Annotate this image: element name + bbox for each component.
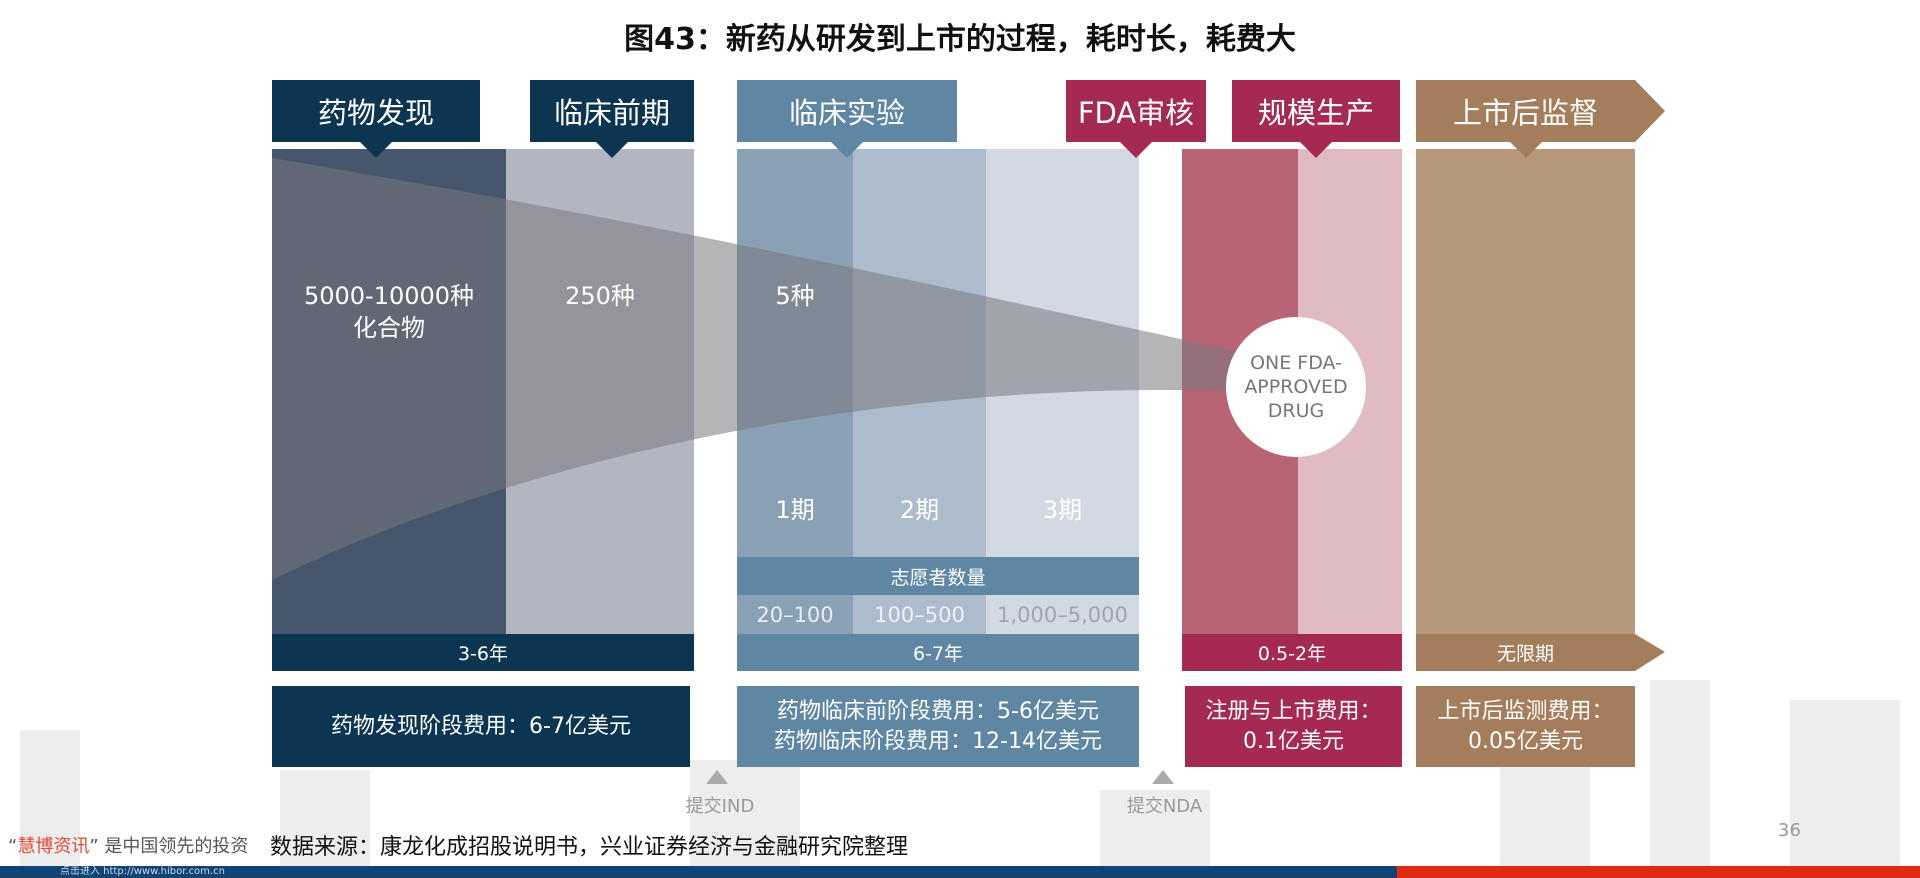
milestone-nda: 提交NDA bbox=[1126, 796, 1203, 817]
source-note: 数据来源：康龙化成招股说明书，兴业证券经济与金融研究院整理 bbox=[270, 835, 909, 860]
arrow-head bbox=[1635, 634, 1665, 671]
milestone-ind: 提交IND bbox=[685, 796, 755, 817]
preclinical-count: 250种 bbox=[565, 282, 635, 310]
count-unit: 化合物 bbox=[353, 314, 425, 342]
volunteer-count-1: 20–100 bbox=[737, 595, 853, 634]
cost-clinical: 药物临床前阶段费用：5-6亿美元 药物临床阶段费用：12-14亿美元 bbox=[737, 686, 1139, 767]
duration-discovery: 3-6年 bbox=[272, 634, 694, 671]
cost-text: 药物临床阶段费用：12-14亿美元 bbox=[774, 728, 1102, 754]
footer-bar-red bbox=[1397, 866, 1920, 878]
tab-preclinical: 临床前期 bbox=[530, 80, 694, 158]
cost-postmarket: 上市后监测费用： 0.05亿美元 bbox=[1416, 686, 1635, 767]
footer-bar-blue bbox=[0, 866, 1397, 878]
cost-text: 0.05亿美元 bbox=[1468, 728, 1583, 754]
stage-column-postmarket bbox=[1416, 149, 1635, 671]
triangle-marker-icon bbox=[1152, 770, 1174, 784]
phase-1-label: 1期 bbox=[775, 496, 815, 524]
volunteer-count-3: 1,000–5,000 bbox=[986, 595, 1139, 634]
skyline-building bbox=[1650, 680, 1710, 870]
tab-clinical-trials: 临床实验 bbox=[737, 80, 957, 158]
duration-postmarket: 无限期 bbox=[1416, 634, 1635, 671]
skyline-building bbox=[20, 730, 80, 870]
skyline-building bbox=[1100, 790, 1210, 870]
cost-text: 上市后监测费用： bbox=[1437, 698, 1614, 724]
figure-title: 图43：新药从研发到上市的过程，耗时长，耗费大 bbox=[624, 22, 1296, 57]
page-number: 36 bbox=[1778, 820, 1801, 841]
cost-discovery: 药物发现阶段费用：6-7亿美元 bbox=[272, 686, 690, 767]
approved-drug-circle: ONE FDA- APPROVED DRUG bbox=[1226, 317, 1366, 457]
phase-3-label: 3期 bbox=[1042, 496, 1083, 524]
watermark-text: “慧博资讯” 是中国领先的投资 bbox=[8, 836, 249, 857]
duration-review: 0.5-2年 bbox=[1182, 634, 1402, 671]
duration-clinical: 6-7年 bbox=[737, 634, 1139, 671]
tab-postmarket: 上市后监督 bbox=[1416, 80, 1635, 158]
watermark-desc: 是中国领先的投资 bbox=[104, 836, 249, 857]
cost-text: 药物临床前阶段费用：5-6亿美元 bbox=[777, 698, 1099, 724]
cost-text: 0.1亿美元 bbox=[1243, 728, 1344, 754]
approved-line: ONE FDA- bbox=[1250, 352, 1342, 374]
cost-text: 注册与上市费用： bbox=[1205, 698, 1382, 724]
triangle-marker-icon bbox=[706, 770, 728, 784]
arrow-head bbox=[1635, 80, 1665, 142]
approved-line: DRUG bbox=[1267, 400, 1325, 422]
count-value: 5000-10000种 bbox=[303, 282, 475, 310]
skyline-building bbox=[1790, 700, 1900, 870]
watermark-brand: 慧博资讯 bbox=[17, 836, 90, 857]
cost-registration: 注册与上市费用： 0.1亿美元 bbox=[1185, 686, 1402, 767]
clinical-count: 5种 bbox=[775, 282, 815, 310]
tab-drug-discovery: 药物发现 bbox=[272, 80, 480, 158]
watermark-link[interactable]: 点击进入 http://www.hibor.com.cn bbox=[60, 866, 225, 877]
volunteer-header: 志愿者数量 bbox=[737, 557, 1139, 595]
tab-fda-review: FDA审核 bbox=[1066, 80, 1206, 158]
volunteer-count-2: 100–500 bbox=[853, 595, 986, 634]
phase-2-label: 2期 bbox=[899, 496, 940, 524]
approved-line: APPROVED bbox=[1244, 376, 1348, 398]
skyline-building bbox=[280, 770, 370, 870]
cost-text: 药物发现阶段费用：6-7亿美元 bbox=[331, 713, 631, 739]
tab-production: 规模生产 bbox=[1232, 80, 1400, 158]
compound-count: 5000-10000种 化合物 bbox=[272, 280, 506, 344]
